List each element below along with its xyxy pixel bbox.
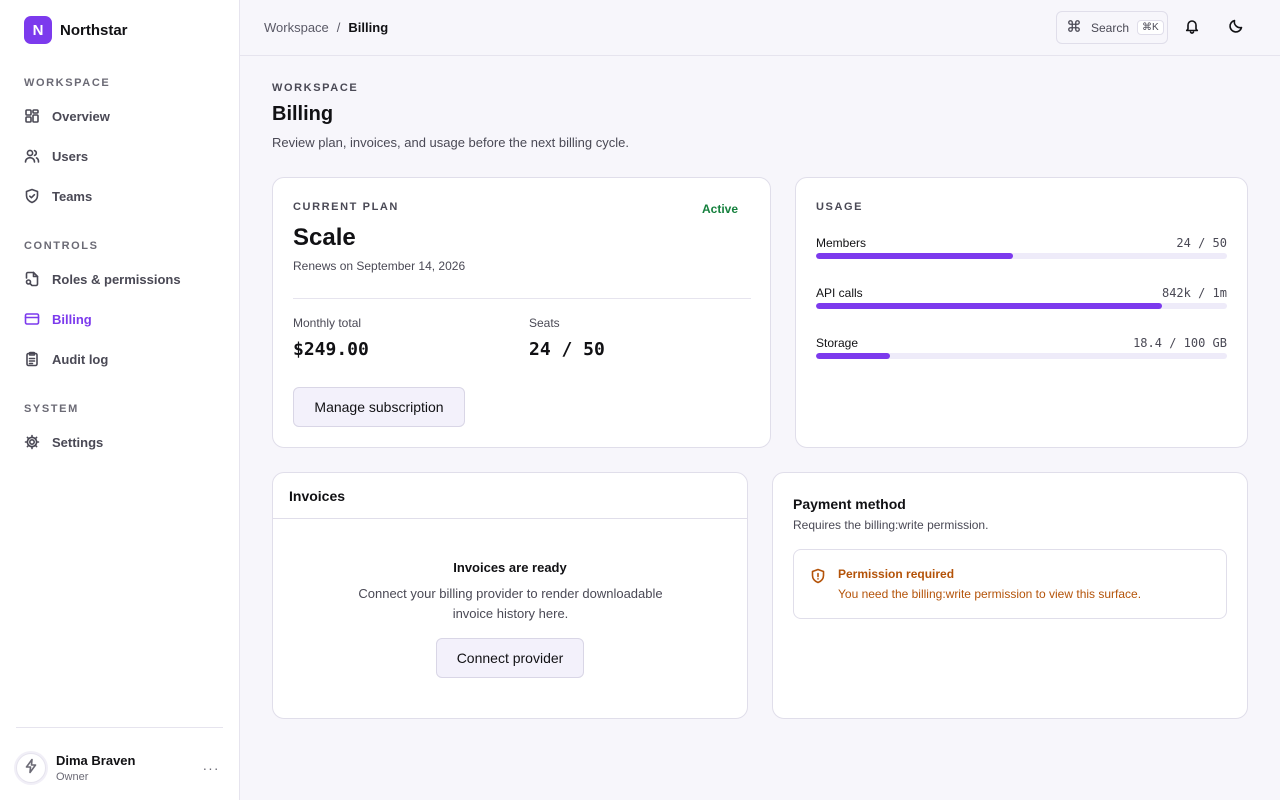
user-name: Dima Braven — [56, 753, 136, 768]
sidebar-item-settings[interactable]: Settings — [24, 428, 216, 456]
usage-progress-track — [816, 353, 1227, 359]
sidebar-item-users[interactable]: Users — [24, 142, 216, 170]
invoices-empty-title: Invoices are ready — [453, 560, 567, 575]
invoices-title: Invoices — [289, 488, 346, 504]
usage-progress-fill — [816, 353, 890, 359]
topbar: Workspace / Billing Search ⌘K — [240, 0, 1280, 56]
sidebar-item-label: Roles & permissions — [52, 271, 181, 287]
sidebar-item-label: Teams — [52, 188, 93, 204]
user-card[interactable]: Dima Braven Owner ··· — [16, 748, 223, 788]
plan-name: Scale — [293, 224, 356, 251]
shield-alert-icon — [810, 568, 826, 584]
avatar — [16, 753, 46, 783]
page-eyebrow: WORKSPACE — [272, 82, 359, 94]
plan-eyebrow: CURRENT PLAN — [293, 201, 399, 213]
usage-label: Members — [816, 236, 867, 250]
sidebar-item-overview[interactable]: Overview — [24, 102, 216, 130]
invoices-header: Invoices — [273, 473, 747, 519]
theme-toggle-button[interactable] — [1224, 16, 1248, 40]
more-options-icon[interactable]: ··· — [202, 760, 220, 776]
nav-section-workspace: WORKSPACE — [24, 77, 111, 89]
monthly-total-label: Monthly total — [293, 316, 362, 330]
breadcrumb-separator: / — [336, 20, 341, 35]
breadcrumb-workspace[interactable]: Workspace — [264, 20, 329, 35]
moon-icon — [1228, 18, 1244, 39]
brand[interactable]: N Northstar — [24, 16, 128, 44]
usage-label: API calls — [816, 286, 863, 300]
clipboard-icon — [24, 351, 40, 367]
seats-label: Seats — [529, 316, 560, 330]
usage-value: 18.4 / 100 GB — [1133, 336, 1227, 350]
sidebar: N Northstar WORKSPACE Overview Users Tea… — [0, 0, 240, 800]
permission-alert: Permission required You need the billing… — [793, 549, 1227, 619]
payment-method-title: Payment method — [793, 496, 906, 512]
connect-provider-button[interactable]: Connect provider — [436, 638, 584, 678]
usage-value: 842k / 1m — [1161, 286, 1227, 300]
payment-method-subtitle: Requires the billing:write permission. — [793, 518, 989, 532]
sidebar-divider — [16, 727, 223, 728]
page-title: Billing — [272, 103, 334, 125]
users-icon — [24, 148, 40, 164]
sidebar-item-audit-log[interactable]: Audit log — [24, 345, 216, 373]
sidebar-item-label: Billing — [52, 311, 92, 327]
payment-method-card: Payment method Requires the billing:writ… — [772, 472, 1248, 719]
bolt-icon — [23, 758, 39, 779]
plan-divider — [293, 298, 751, 299]
usage-value: 24 / 50 — [1176, 236, 1227, 250]
sidebar-item-roles[interactable]: Roles & permissions — [24, 265, 216, 293]
manage-subscription-button[interactable]: Manage subscription — [293, 387, 465, 427]
breadcrumb-current: Billing — [348, 20, 389, 35]
usage-progress-track — [816, 253, 1227, 259]
usage-eyebrow: USAGE — [816, 201, 864, 213]
usage-progress-fill — [816, 303, 1163, 309]
current-plan-card: CURRENT PLAN Active Scale Renews on Sept… — [272, 177, 771, 448]
usage-card: USAGE Members 24 / 50 API calls 842k / 1… — [795, 177, 1248, 448]
alert-title: Permission required — [838, 567, 955, 581]
brand-name: Northstar — [60, 21, 128, 39]
sidebar-item-label: Settings — [52, 434, 104, 450]
status-badge: Active — [702, 202, 739, 216]
brand-logo: N — [24, 16, 52, 44]
invoices-empty-body: Connect your billing provider to render … — [358, 586, 663, 621]
plan-renewal-date: Renews on September 14, 2026 — [293, 259, 466, 273]
usage-label: Storage — [816, 336, 859, 350]
page-subtitle: Review plan, invoices, and usage before … — [272, 135, 629, 150]
search-button[interactable]: Search ⌘K — [1056, 11, 1168, 44]
breadcrumb: Workspace / Billing — [264, 20, 388, 35]
notifications-button[interactable] — [1180, 16, 1204, 40]
search-shortcut: ⌘K — [1137, 20, 1164, 35]
credit-card-icon — [24, 311, 40, 327]
usage-progress-track — [816, 303, 1227, 309]
bell-icon — [1184, 18, 1200, 39]
nav-section-controls: CONTROLS — [24, 240, 99, 252]
grid-icon — [24, 108, 40, 124]
sidebar-item-billing[interactable]: Billing — [24, 305, 216, 333]
sidebar-item-label: Users — [52, 148, 89, 164]
command-icon — [1067, 19, 1091, 36]
sidebar-item-label: Audit log — [52, 351, 109, 367]
search-label: Search — [1091, 20, 1130, 35]
user-role: Owner — [56, 771, 89, 783]
file-key-icon — [24, 271, 40, 287]
gear-icon — [24, 434, 40, 450]
invoices-card: Invoices Invoices are ready Connect your… — [272, 472, 748, 719]
nav-section-system: SYSTEM — [24, 403, 79, 415]
sidebar-item-label: Overview — [52, 108, 110, 124]
sidebar-item-teams[interactable]: Teams — [24, 182, 216, 210]
shield-icon — [24, 188, 40, 204]
alert-body: You need the billing:write permission to… — [838, 587, 1142, 601]
usage-progress-fill — [816, 253, 1014, 259]
seats-value: 24 / 50 — [529, 339, 605, 360]
monthly-total-value: $249.00 — [293, 339, 369, 360]
